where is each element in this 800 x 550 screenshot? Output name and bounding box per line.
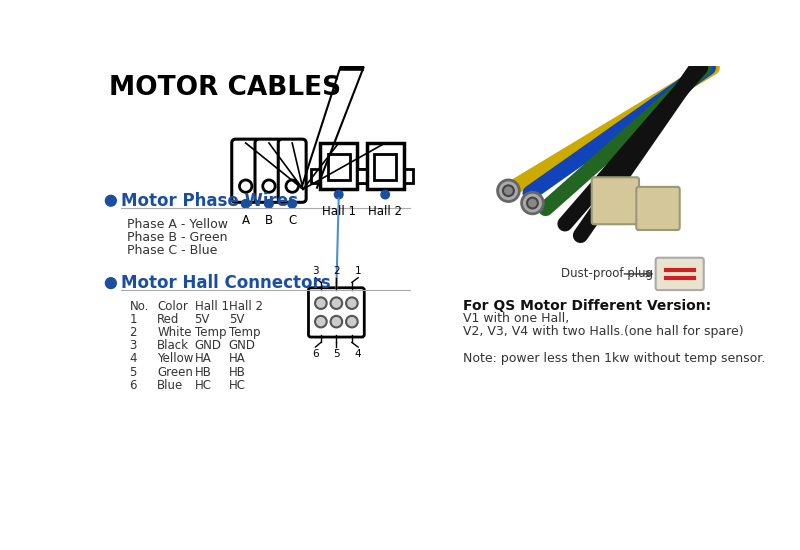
Text: HC: HC [194,378,211,392]
Text: 5V: 5V [229,313,244,326]
Text: Phase B - Green: Phase B - Green [127,231,228,244]
Text: Temp: Temp [194,326,226,339]
Circle shape [381,190,390,199]
Text: White: White [158,326,192,339]
Text: HA: HA [229,353,246,365]
Bar [366,143,404,189]
Bar [358,169,366,183]
Text: Black: Black [158,339,190,353]
Circle shape [334,190,343,199]
Bar [358,169,366,183]
Circle shape [527,197,538,208]
Circle shape [522,192,543,214]
Circle shape [330,298,342,309]
Text: HC: HC [229,378,246,392]
Text: V2, V3, V4 with two Halls.(one hall for spare): V2, V3, V4 with two Halls.(one hall for … [462,326,743,338]
Text: Green: Green [158,366,194,378]
Text: 3: 3 [312,266,318,276]
Circle shape [239,180,252,192]
Text: 4: 4 [354,349,362,359]
Circle shape [265,200,274,208]
Text: 1: 1 [354,266,362,276]
Text: Hall 2: Hall 2 [368,205,402,218]
Text: 5: 5 [333,349,340,359]
FancyBboxPatch shape [636,187,680,230]
Text: 5V: 5V [194,313,210,326]
Text: 2: 2 [130,326,137,339]
Circle shape [346,298,358,309]
Circle shape [315,298,326,309]
Text: Blue: Blue [158,378,184,392]
Text: MOTOR CABLES: MOTOR CABLES [110,75,342,101]
Text: Motor Hall Connectors: Motor Hall Connectors [121,274,330,292]
Text: Hall 1: Hall 1 [194,300,229,313]
Text: 2: 2 [333,266,340,276]
FancyBboxPatch shape [309,288,364,337]
Text: Note: power less then 1kw without temp sensor.: Note: power less then 1kw without temp s… [462,353,765,365]
Text: 4: 4 [130,353,137,365]
Circle shape [262,180,275,192]
Text: B: B [265,214,273,227]
Text: Color: Color [158,300,188,313]
Circle shape [498,180,519,201]
Text: GND: GND [229,339,256,353]
Text: A: A [242,214,250,227]
FancyBboxPatch shape [278,139,306,202]
Bar [404,169,413,183]
Circle shape [106,195,116,206]
Bar [320,143,358,189]
Text: 3: 3 [130,339,137,353]
Text: 6: 6 [312,349,318,359]
Circle shape [286,180,298,192]
Text: Dust-proof plug: Dust-proof plug [561,267,654,280]
Circle shape [242,200,250,208]
Text: Motor Phase Wires: Motor Phase Wires [121,192,298,210]
Text: Hall 2: Hall 2 [229,300,262,313]
Circle shape [106,278,116,289]
Circle shape [330,316,342,327]
Text: Phase C - Blue: Phase C - Blue [127,244,218,257]
Text: C: C [288,214,296,227]
Circle shape [288,200,297,208]
FancyBboxPatch shape [656,258,704,290]
Text: Phase A - Yellow: Phase A - Yellow [127,218,228,230]
FancyBboxPatch shape [255,139,283,202]
FancyBboxPatch shape [232,139,260,202]
Text: Hall 1: Hall 1 [322,205,356,218]
Text: Red: Red [158,313,180,326]
Text: Temp: Temp [229,326,260,339]
Text: HA: HA [194,353,211,365]
Text: V1 with one Hall,: V1 with one Hall, [462,312,569,326]
Bar [328,154,350,180]
Circle shape [346,316,358,327]
Text: GND: GND [194,339,222,353]
Text: HB: HB [194,366,211,378]
Text: 6: 6 [130,378,137,392]
Text: 1: 1 [130,313,137,326]
Bar [374,154,396,180]
Text: Yellow: Yellow [158,353,194,365]
Circle shape [315,316,326,327]
Bar [310,169,320,183]
Text: No.: No. [130,300,149,313]
Text: HB: HB [229,366,246,378]
Text: 5: 5 [130,366,137,378]
Circle shape [503,185,514,196]
FancyBboxPatch shape [592,177,639,224]
Text: For QS Motor Different Version:: For QS Motor Different Version: [462,299,711,312]
